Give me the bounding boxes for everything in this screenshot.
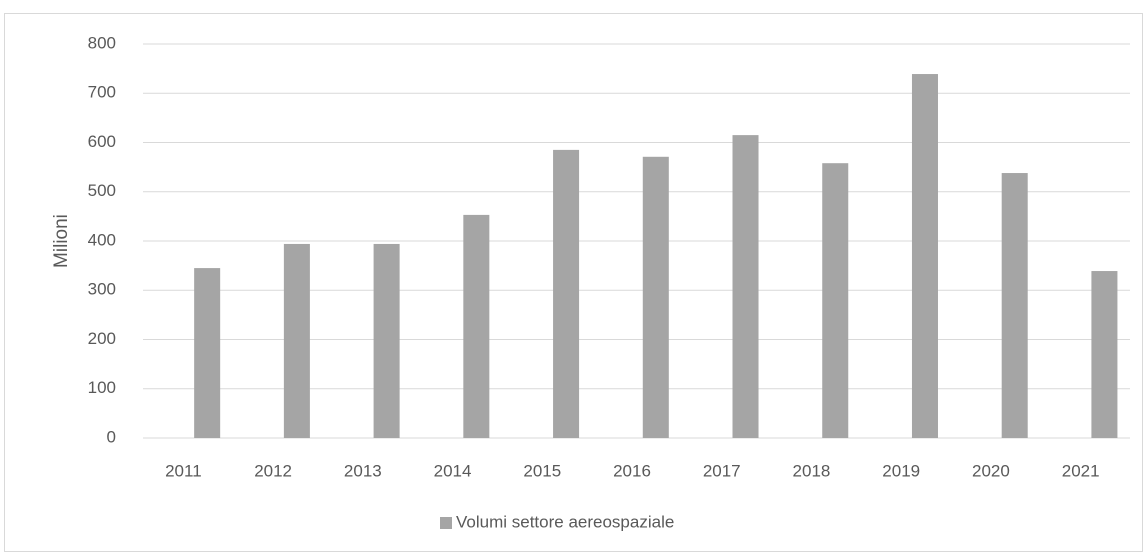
x-tick-label: 2011	[165, 461, 202, 480]
y-tick-label: 500	[88, 181, 116, 200]
legend-swatch	[440, 517, 452, 529]
y-tick-label: 0	[107, 427, 116, 446]
bar	[553, 149, 580, 438]
x-tick-label: 2016	[613, 461, 651, 480]
x-tick-label: 2014	[434, 461, 472, 480]
bar	[732, 135, 759, 439]
x-tick-label: 2021	[1062, 461, 1100, 480]
x-tick-label: 2015	[523, 461, 561, 480]
y-axis-label: Milioni	[51, 214, 72, 268]
bar	[1001, 173, 1028, 438]
bar	[463, 214, 490, 438]
y-tick-label: 400	[88, 230, 116, 249]
y-tick-label: 300	[88, 280, 116, 299]
x-tick-label: 2018	[793, 461, 831, 480]
bar	[642, 156, 669, 438]
x-tick-label: 2019	[882, 461, 920, 480]
x-tick-label: 2020	[972, 461, 1010, 480]
y-tick-label: 600	[88, 132, 116, 151]
bar	[1091, 271, 1118, 438]
x-tick-label: 2012	[254, 461, 292, 480]
x-tick-label: 2017	[703, 461, 741, 480]
legend-label: Volumi settore aereospaziale	[456, 512, 674, 531]
bar	[373, 243, 400, 438]
y-tick-label: 200	[88, 329, 116, 348]
bar	[194, 268, 221, 438]
bar	[283, 243, 310, 438]
bar	[822, 163, 849, 438]
y-tick-label: 100	[88, 378, 116, 397]
bar	[911, 74, 938, 438]
y-tick-label: 700	[88, 83, 116, 102]
y-tick-label: 800	[88, 33, 116, 52]
x-tick-label: 2013	[344, 461, 382, 480]
